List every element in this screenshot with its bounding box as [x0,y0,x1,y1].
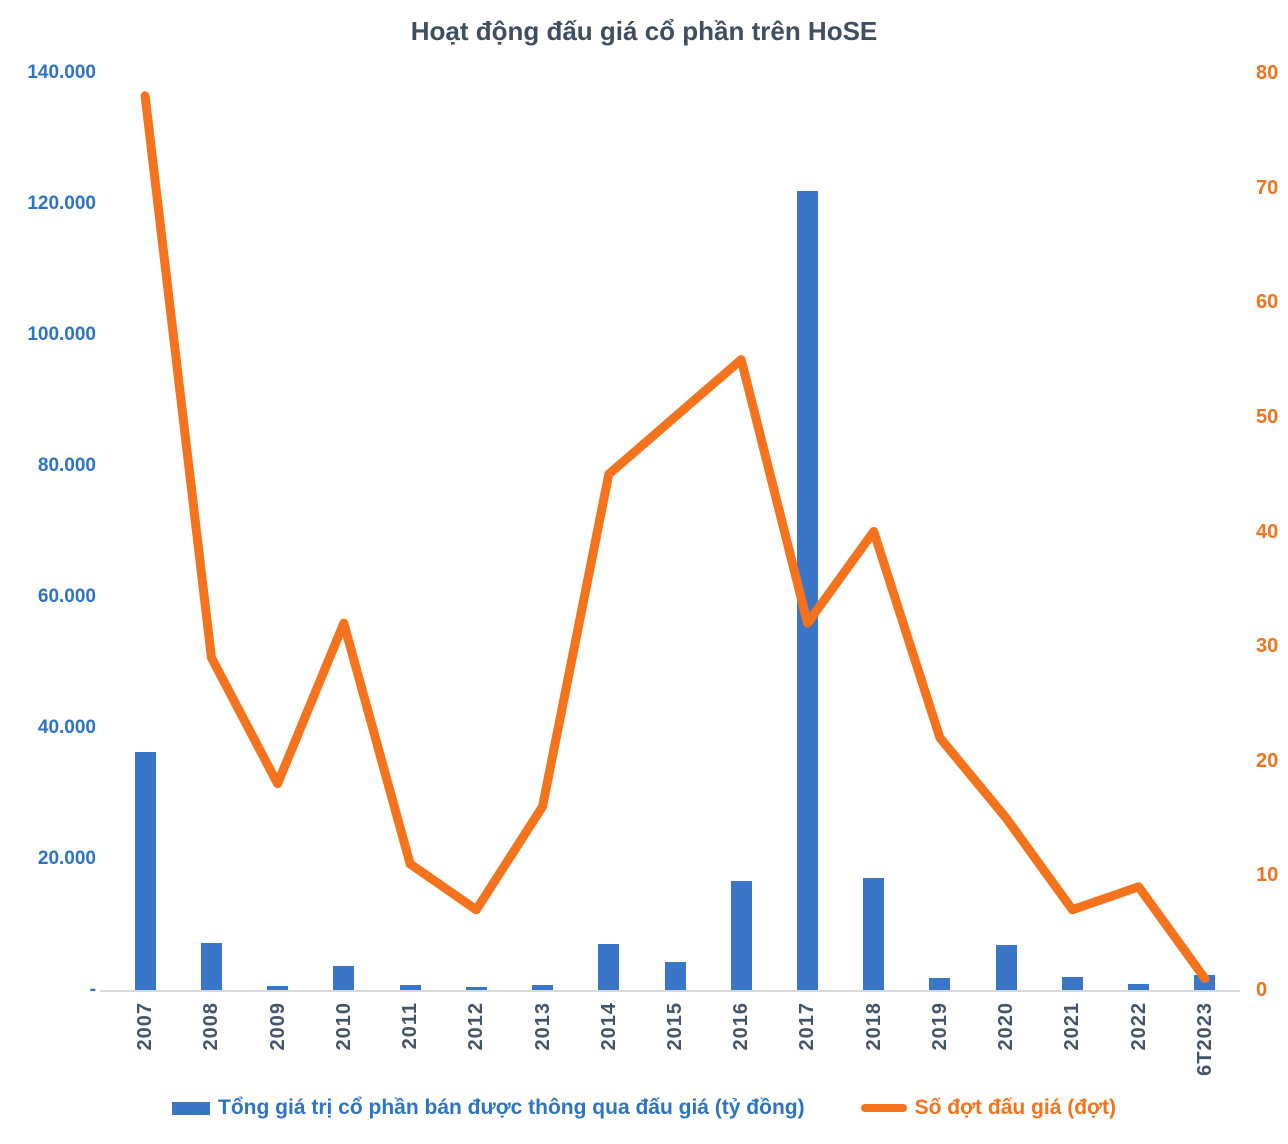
x-axis-label-2022: 2022 [1127,1002,1150,1051]
x-axis-label-2020: 2020 [995,1002,1018,1051]
right-axis-tick-label: 0 [1256,979,1268,1001]
left-axis-tick-label: 40.000 [37,717,96,738]
right-axis-tick-label: 20 [1256,749,1279,772]
line-series-swatch [860,1104,907,1112]
bar-2010 [333,966,355,990]
right-axis-tick-label: 30 [1256,635,1279,658]
right-axis-tick-label: 70 [1256,176,1279,199]
right-axis-tick-label: 60 [1256,291,1279,314]
x-axis-label-2011: 2011 [399,1002,422,1050]
x-axis-label-2016: 2016 [730,1002,753,1051]
right-axis-tick-label: 80 [1256,62,1279,84]
legend-item-bar-series: Tổng giá trị cổ phần bán được thông qua … [172,1096,805,1120]
bar-2008 [200,942,222,990]
bar-2011 [399,984,421,990]
legend: Tổng giá trị cổ phần bán được thông qua … [0,1096,1288,1120]
bar-2013 [532,984,554,990]
x-axis-label-2015: 2015 [664,1002,686,1051]
left-axis-tick-label: 80.000 [37,455,96,476]
right-axis-tick-label: 10 [1256,864,1279,887]
bar-2009 [267,986,289,990]
bar-2019 [929,978,951,990]
x-axis-label-2012: 2012 [465,1002,488,1051]
left-axis-tick-label: 60.000 [37,586,96,607]
bar-2020 [995,944,1017,990]
x-axis-label-2014: 2014 [597,1002,620,1051]
bar-2014 [598,944,620,990]
bar-2012 [465,986,487,990]
left-axis-tick-label: - [89,979,96,1000]
x-axis-label-2010: 2010 [332,1002,355,1051]
left-axis-tick-label: 100.000 [27,324,96,345]
line-series-label: Số đợt đấu giá (đợt) [914,1096,1116,1119]
x-axis-label-2007: 2007 [134,1002,157,1051]
x-axis-label-2019: 2019 [928,1002,951,1051]
left-axis-tick-label: 120.000 [27,193,96,214]
left-axis-tick-label: 20.000 [37,848,96,869]
chart-title: Hoạt động đấu giá cổ phần trên HoSE [410,16,878,46]
legend-item-line-series: Số đợt đấu giá (đợt) [860,1096,1116,1120]
x-axis-label-2017: 2017 [796,1002,819,1051]
x-axis-label-2021: 2021 [1061,1002,1084,1051]
bar-2017 [796,190,818,990]
bar-series-label: Tổng giá trị cổ phần bán được thông qua … [218,1096,805,1119]
bar-2018 [863,877,885,990]
bar-series-swatch [172,1101,211,1115]
right-axis-tick-label: 40 [1256,520,1279,543]
bar-2015 [664,961,686,990]
x-axis-label-2018: 2018 [862,1002,885,1051]
bar-2016 [730,881,752,990]
x-axis-label-2013: 2013 [531,1002,554,1051]
left-axis-tick-label: 140.000 [27,62,96,83]
x-axis-label-2008: 2008 [200,1002,223,1051]
bar-2022 [1128,984,1150,990]
x-axis-label-2009: 2009 [266,1002,289,1051]
bar-2007 [134,751,156,990]
right-axis-tick-label: 50 [1256,405,1279,428]
x-axis-label-6T2023: 6T2023 [1193,1002,1216,1076]
bar-2021 [1061,976,1083,990]
x-axis-line [100,990,1240,992]
line-series-path [140,91,1210,983]
